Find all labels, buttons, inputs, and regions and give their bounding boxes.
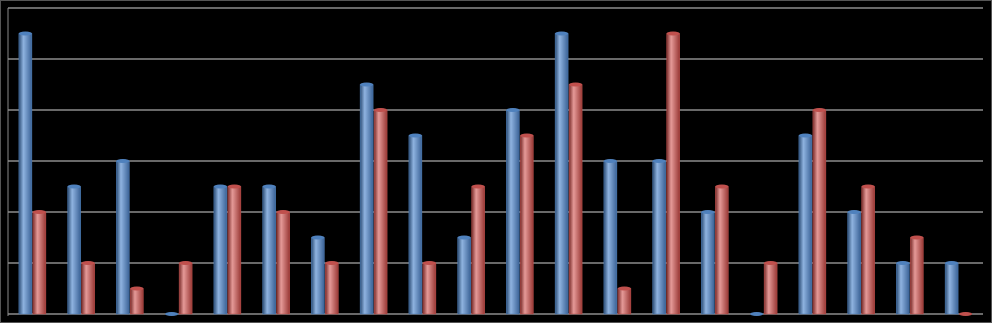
bar <box>554 33 569 315</box>
bar <box>603 160 618 315</box>
bar-cap <box>81 261 95 265</box>
bar <box>130 288 144 315</box>
bar <box>373 109 388 315</box>
bar-cap <box>569 82 583 87</box>
bar-cap <box>847 210 861 214</box>
bar <box>325 262 339 315</box>
bar-cap <box>422 261 436 265</box>
bar <box>666 33 680 315</box>
bar-cap <box>325 261 339 265</box>
bar-cap <box>603 159 617 163</box>
bar-cap <box>861 184 875 189</box>
bar-cap <box>67 184 81 189</box>
bar <box>471 186 485 315</box>
bar-cap <box>555 31 569 36</box>
bar <box>213 186 228 315</box>
bar <box>763 262 778 315</box>
bar-cap <box>165 312 179 316</box>
bar <box>715 186 729 315</box>
bar-cap <box>227 184 241 189</box>
bar <box>847 211 861 315</box>
bar-cap <box>652 159 666 163</box>
bar <box>359 84 374 315</box>
bar <box>617 288 632 315</box>
bar-cap <box>520 133 534 138</box>
bar-cap <box>32 210 46 214</box>
bar-cap <box>959 312 973 316</box>
bar <box>276 211 290 315</box>
bar-cap <box>18 31 32 36</box>
bar-cap <box>750 312 764 316</box>
bar-cap <box>262 184 276 189</box>
bar <box>178 262 193 315</box>
bar-cap <box>896 261 910 265</box>
bar-cap <box>910 235 924 240</box>
bar-cap <box>945 261 959 265</box>
bar-cap <box>374 108 388 112</box>
bar <box>701 211 715 315</box>
bar <box>262 186 276 315</box>
bar-cap <box>360 82 374 87</box>
bar-cap <box>764 261 778 265</box>
bar <box>32 211 47 315</box>
bar <box>812 109 827 315</box>
bar-cap <box>812 108 826 112</box>
bar-cap <box>506 108 520 112</box>
bar <box>422 262 437 315</box>
bar <box>116 160 130 315</box>
bar-cap <box>408 133 422 138</box>
bar-cap <box>130 286 144 291</box>
bar <box>944 262 959 315</box>
bar-cap <box>457 235 471 240</box>
bar-cap <box>311 235 325 240</box>
bar <box>568 84 583 315</box>
bar <box>81 262 95 315</box>
bar <box>18 33 33 315</box>
bar <box>798 135 813 315</box>
bar <box>408 135 423 315</box>
bar <box>67 186 81 315</box>
bar-cap <box>701 210 715 214</box>
bar-cap <box>213 184 227 189</box>
bar-cap <box>179 261 193 265</box>
bar-cap <box>116 159 130 163</box>
bar-cap <box>471 184 485 189</box>
bar <box>652 160 666 315</box>
bar-cap <box>276 210 290 214</box>
bar <box>227 186 242 315</box>
bar-cap <box>715 184 729 189</box>
bar <box>311 237 325 315</box>
bar-cap <box>617 286 631 291</box>
bar <box>896 262 910 315</box>
bar <box>506 109 520 315</box>
bar <box>457 237 471 315</box>
bar-cap <box>798 133 812 138</box>
bar-cap <box>666 31 680 36</box>
bar <box>520 135 534 315</box>
bar <box>861 186 875 315</box>
bar <box>910 237 924 315</box>
